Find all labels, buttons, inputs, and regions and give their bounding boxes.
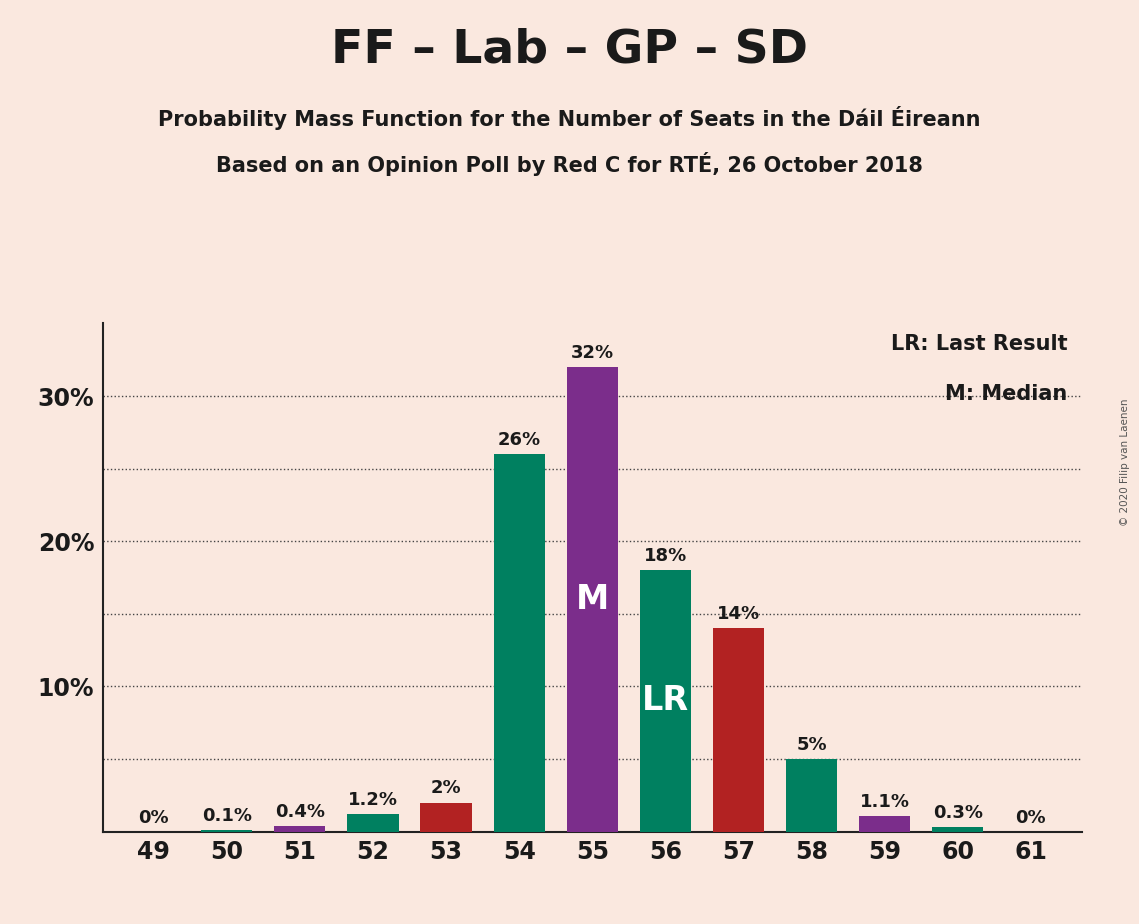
Text: 0.1%: 0.1%: [202, 807, 252, 825]
Text: 14%: 14%: [716, 605, 760, 623]
Text: 18%: 18%: [644, 547, 687, 565]
Text: LR: Last Result: LR: Last Result: [891, 334, 1067, 354]
Bar: [786, 759, 837, 832]
Bar: [859, 816, 910, 832]
Text: 5%: 5%: [796, 736, 827, 754]
Bar: [274, 826, 326, 832]
Text: M: M: [575, 583, 609, 615]
Text: 1.1%: 1.1%: [860, 793, 910, 810]
Text: 0.3%: 0.3%: [933, 804, 983, 822]
Text: 0.4%: 0.4%: [274, 803, 325, 821]
Bar: [567, 367, 617, 832]
Bar: [640, 570, 691, 832]
Bar: [202, 830, 253, 832]
Text: FF – Lab – GP – SD: FF – Lab – GP – SD: [331, 28, 808, 73]
Text: Probability Mass Function for the Number of Seats in the Dáil Éireann: Probability Mass Function for the Number…: [158, 106, 981, 130]
Text: 0%: 0%: [138, 808, 169, 826]
Text: LR: LR: [641, 685, 689, 717]
Text: 0%: 0%: [1016, 808, 1047, 826]
Bar: [932, 827, 983, 832]
Bar: [347, 814, 399, 832]
Text: 1.2%: 1.2%: [349, 791, 398, 809]
Text: 2%: 2%: [431, 780, 461, 797]
Bar: [493, 454, 544, 832]
Text: 32%: 32%: [571, 344, 614, 362]
Text: Based on an Opinion Poll by Red C for RTÉ, 26 October 2018: Based on an Opinion Poll by Red C for RT…: [216, 152, 923, 176]
Bar: [713, 628, 764, 832]
Text: 26%: 26%: [498, 431, 541, 449]
Bar: [420, 803, 472, 832]
Text: © 2020 Filip van Laenen: © 2020 Filip van Laenen: [1120, 398, 1130, 526]
Text: M: Median: M: Median: [945, 384, 1067, 405]
